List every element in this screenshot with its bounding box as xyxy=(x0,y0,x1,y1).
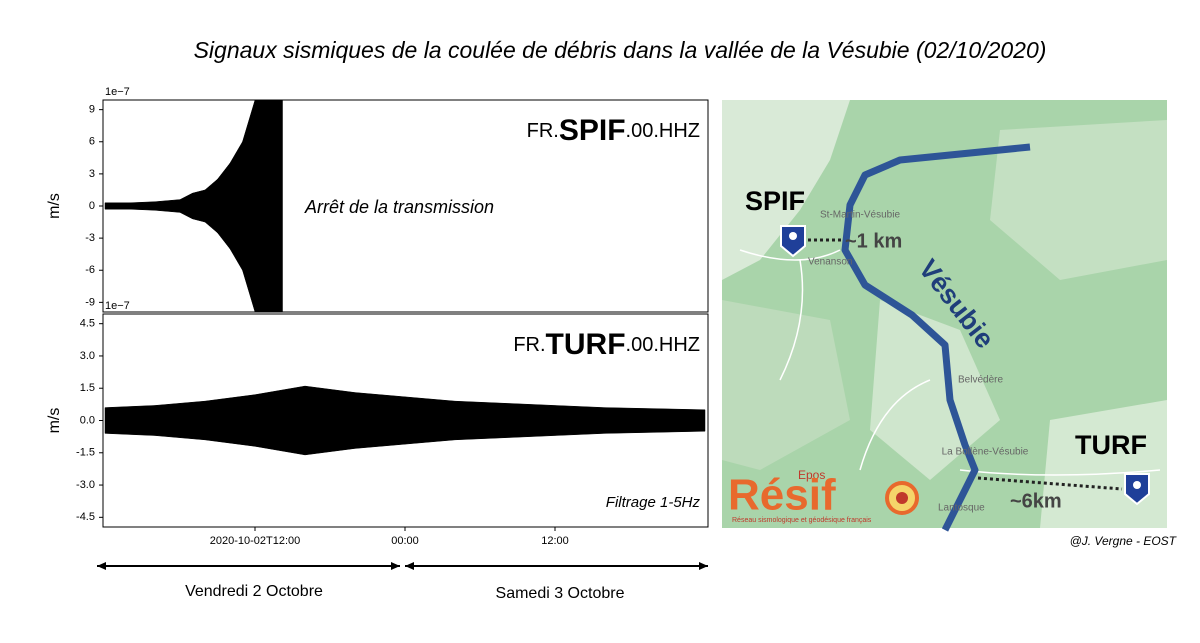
x-tick-label: 2020-10-02T12:00 xyxy=(210,535,301,547)
signal xyxy=(242,99,256,313)
annotation: Arrêt de la transmission xyxy=(304,197,494,217)
x-tick-label: 12:00 xyxy=(541,535,569,547)
x-tick-label: 00:00 xyxy=(391,535,419,547)
pin-dot xyxy=(1133,481,1141,489)
y-tick-label: 6 xyxy=(89,136,95,148)
signal xyxy=(504,403,556,438)
place: Venanson xyxy=(808,257,853,268)
signal xyxy=(254,385,306,456)
day-label: Samedi 3 Octobre xyxy=(496,585,625,602)
logo: Résif xyxy=(728,471,836,520)
station-label: TURF xyxy=(1075,430,1147,460)
station-label: SPIF xyxy=(745,186,805,216)
signal xyxy=(267,99,281,313)
signal xyxy=(192,189,206,223)
title: Signaux sismiques de la coulée de débris… xyxy=(194,37,1047,63)
map: St-Martin-Vésubie Venanson Belvédère La … xyxy=(722,100,1167,532)
y-axis-label: m/s xyxy=(46,408,63,434)
signal xyxy=(104,405,156,436)
pin-dot xyxy=(789,232,797,240)
y-tick-label: 4.5 xyxy=(80,318,95,330)
day-label: Vendredi 2 Octobre xyxy=(185,583,323,600)
place: Lantosque xyxy=(938,503,985,514)
y-tick-label: -4.5 xyxy=(76,511,95,523)
logo-top: Epos xyxy=(798,468,825,482)
credit: @J. Vergne - EOST xyxy=(1070,534,1178,548)
station-part: .00.HHZ xyxy=(626,334,700,356)
logo-mark xyxy=(896,492,908,504)
offset-label: 1e−7 xyxy=(105,86,130,98)
y-tick-label: 1.5 xyxy=(80,382,95,394)
y-tick-label: -1.5 xyxy=(76,447,95,459)
station-part: TURF xyxy=(546,328,626,361)
signal xyxy=(129,201,156,211)
place: Belvédère xyxy=(958,375,1003,386)
signal xyxy=(179,192,193,220)
station-part: SPIF xyxy=(559,114,626,147)
station-pin xyxy=(780,225,806,258)
signal xyxy=(604,407,656,434)
y-tick-label: -9 xyxy=(85,296,95,308)
y-tick-label: 0.0 xyxy=(80,414,95,426)
station-name: FR.SPIF.00.HHZ xyxy=(527,114,700,147)
y-tick-label: 9 xyxy=(89,104,95,116)
y-axis-label: m/s xyxy=(46,193,63,219)
signal xyxy=(204,178,218,234)
station-part: FR. xyxy=(513,334,545,356)
offset-label: 1e−7 xyxy=(105,300,130,312)
distance-arrow xyxy=(977,476,1123,491)
signal xyxy=(554,405,606,436)
y-tick-label: -3.0 xyxy=(76,479,95,491)
signal xyxy=(404,396,456,445)
station-part: FR. xyxy=(527,120,559,142)
y-tick-label: 0 xyxy=(89,200,95,212)
signal xyxy=(217,162,231,250)
logo-tagline: Réseau sismologique et géodésique frança… xyxy=(732,517,872,524)
terrain xyxy=(722,100,850,280)
signal xyxy=(154,199,181,213)
y-tick-label: -6 xyxy=(85,264,95,276)
signal xyxy=(654,408,706,433)
road xyxy=(739,249,1161,476)
signal xyxy=(154,400,206,441)
y-tick-label: 3 xyxy=(89,168,95,180)
distance-label: ~1 km xyxy=(845,230,902,252)
signal xyxy=(229,140,243,272)
signal xyxy=(354,392,406,449)
river xyxy=(841,143,1031,532)
signal xyxy=(104,202,131,210)
terrain xyxy=(722,300,850,470)
signal xyxy=(279,99,283,313)
place: La Bollène-Vésubie xyxy=(942,447,1029,458)
station-name: FR.TURF.00.HHZ xyxy=(513,328,700,361)
signal xyxy=(254,99,268,313)
terrain xyxy=(870,300,1000,480)
terrain xyxy=(990,120,1167,280)
signal xyxy=(204,394,256,447)
annotation: Filtrage 1-5Hz xyxy=(606,494,701,511)
place: St-Martin-Vésubie xyxy=(820,210,900,221)
signal xyxy=(304,385,356,456)
station-part: .00.HHZ xyxy=(626,120,700,142)
distance-label: ~6km xyxy=(1010,490,1062,512)
y-tick-label: -3 xyxy=(85,232,95,244)
signal xyxy=(454,400,506,441)
y-tick-label: 3.0 xyxy=(80,350,95,362)
